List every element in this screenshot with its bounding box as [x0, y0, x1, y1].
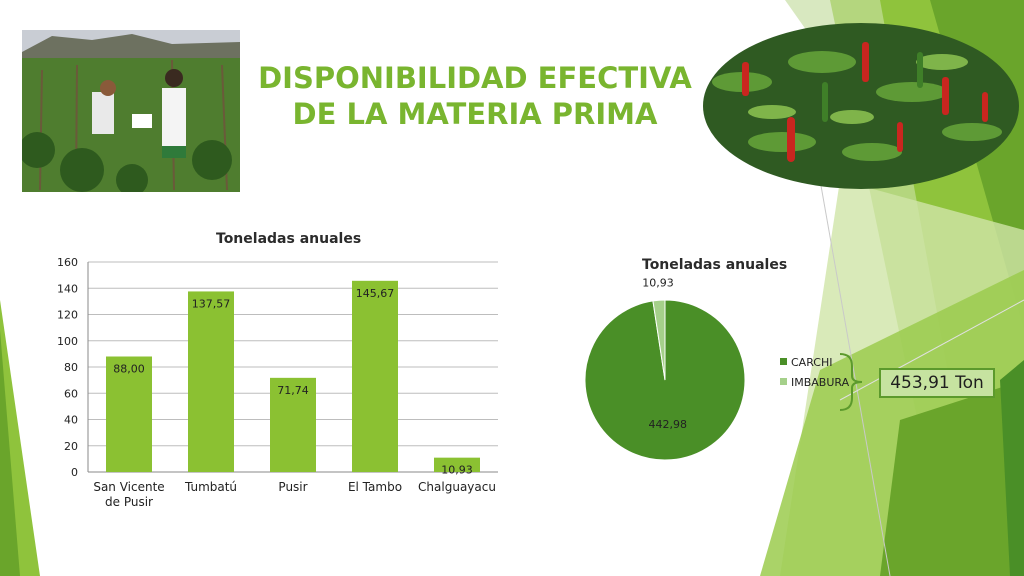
y-tick-label: 60 [64, 387, 78, 400]
bar-chart-title: Toneladas anuales [216, 231, 362, 247]
x-category-label: Pusir [278, 480, 307, 494]
bar-5 [434, 457, 480, 472]
bar-data-label: 10,93 [441, 464, 473, 477]
y-tick-label: 160 [57, 256, 78, 269]
x-category-label: Chalguayacu [418, 480, 496, 494]
pie-data-label: 442,98 [648, 418, 687, 431]
bar-2 [188, 291, 234, 472]
legend-swatch-imbabura [780, 378, 787, 385]
chili-peppers-photo [703, 23, 1019, 189]
slide-title-line2: DE LA MATERIA PRIMA [292, 97, 658, 131]
bar-1 [106, 356, 152, 472]
slide-title-line1: DISPONIBILIDAD EFECTIVA [258, 61, 692, 95]
y-tick-label: 140 [57, 282, 78, 295]
legend-label-imbabura: IMBABURA [791, 376, 850, 389]
bar-data-label: 71,74 [277, 384, 309, 397]
y-tick-label: 80 [64, 361, 78, 374]
pie-chart-title: Toneladas anuales [642, 257, 788, 273]
legend-swatch-carchi [780, 358, 787, 365]
bar-3 [270, 377, 316, 472]
legend-brace [839, 353, 863, 411]
y-tick-label: 0 [71, 466, 78, 479]
y-tick-label: 100 [57, 335, 78, 348]
slide-title: DISPONIBILIDAD EFECTIVA DE LA MATERIA PR… [240, 60, 710, 132]
x-category-label: Tumbatú [184, 480, 237, 494]
legend-label-carchi: CARCHI [791, 356, 833, 369]
x-category-label: El Tambo [348, 480, 402, 494]
bar-data-label: 137,57 [192, 297, 231, 310]
bar-data-label: 88,00 [113, 363, 145, 376]
y-tick-label: 120 [57, 309, 78, 322]
bar-4 [352, 280, 398, 472]
pie-data-label: 10,93 [642, 276, 674, 289]
field-workers-photo [22, 30, 240, 192]
x-category-label: San Vicente de Pusir [93, 480, 164, 509]
y-tick-label: 40 [64, 414, 78, 427]
bar-data-label: 145,67 [356, 287, 395, 300]
pie-slice-imbabura [652, 299, 666, 381]
y-tick-label: 20 [64, 440, 78, 453]
pie-chart: 442,98 10,93 CARCHI IMBABURA [584, 276, 850, 461]
bar-chart: 0 20 40 60 80 100 120 140 160 88,00 San Vicente de … [57, 256, 498, 509]
total-tons-box: 453,91 Ton [879, 368, 995, 398]
